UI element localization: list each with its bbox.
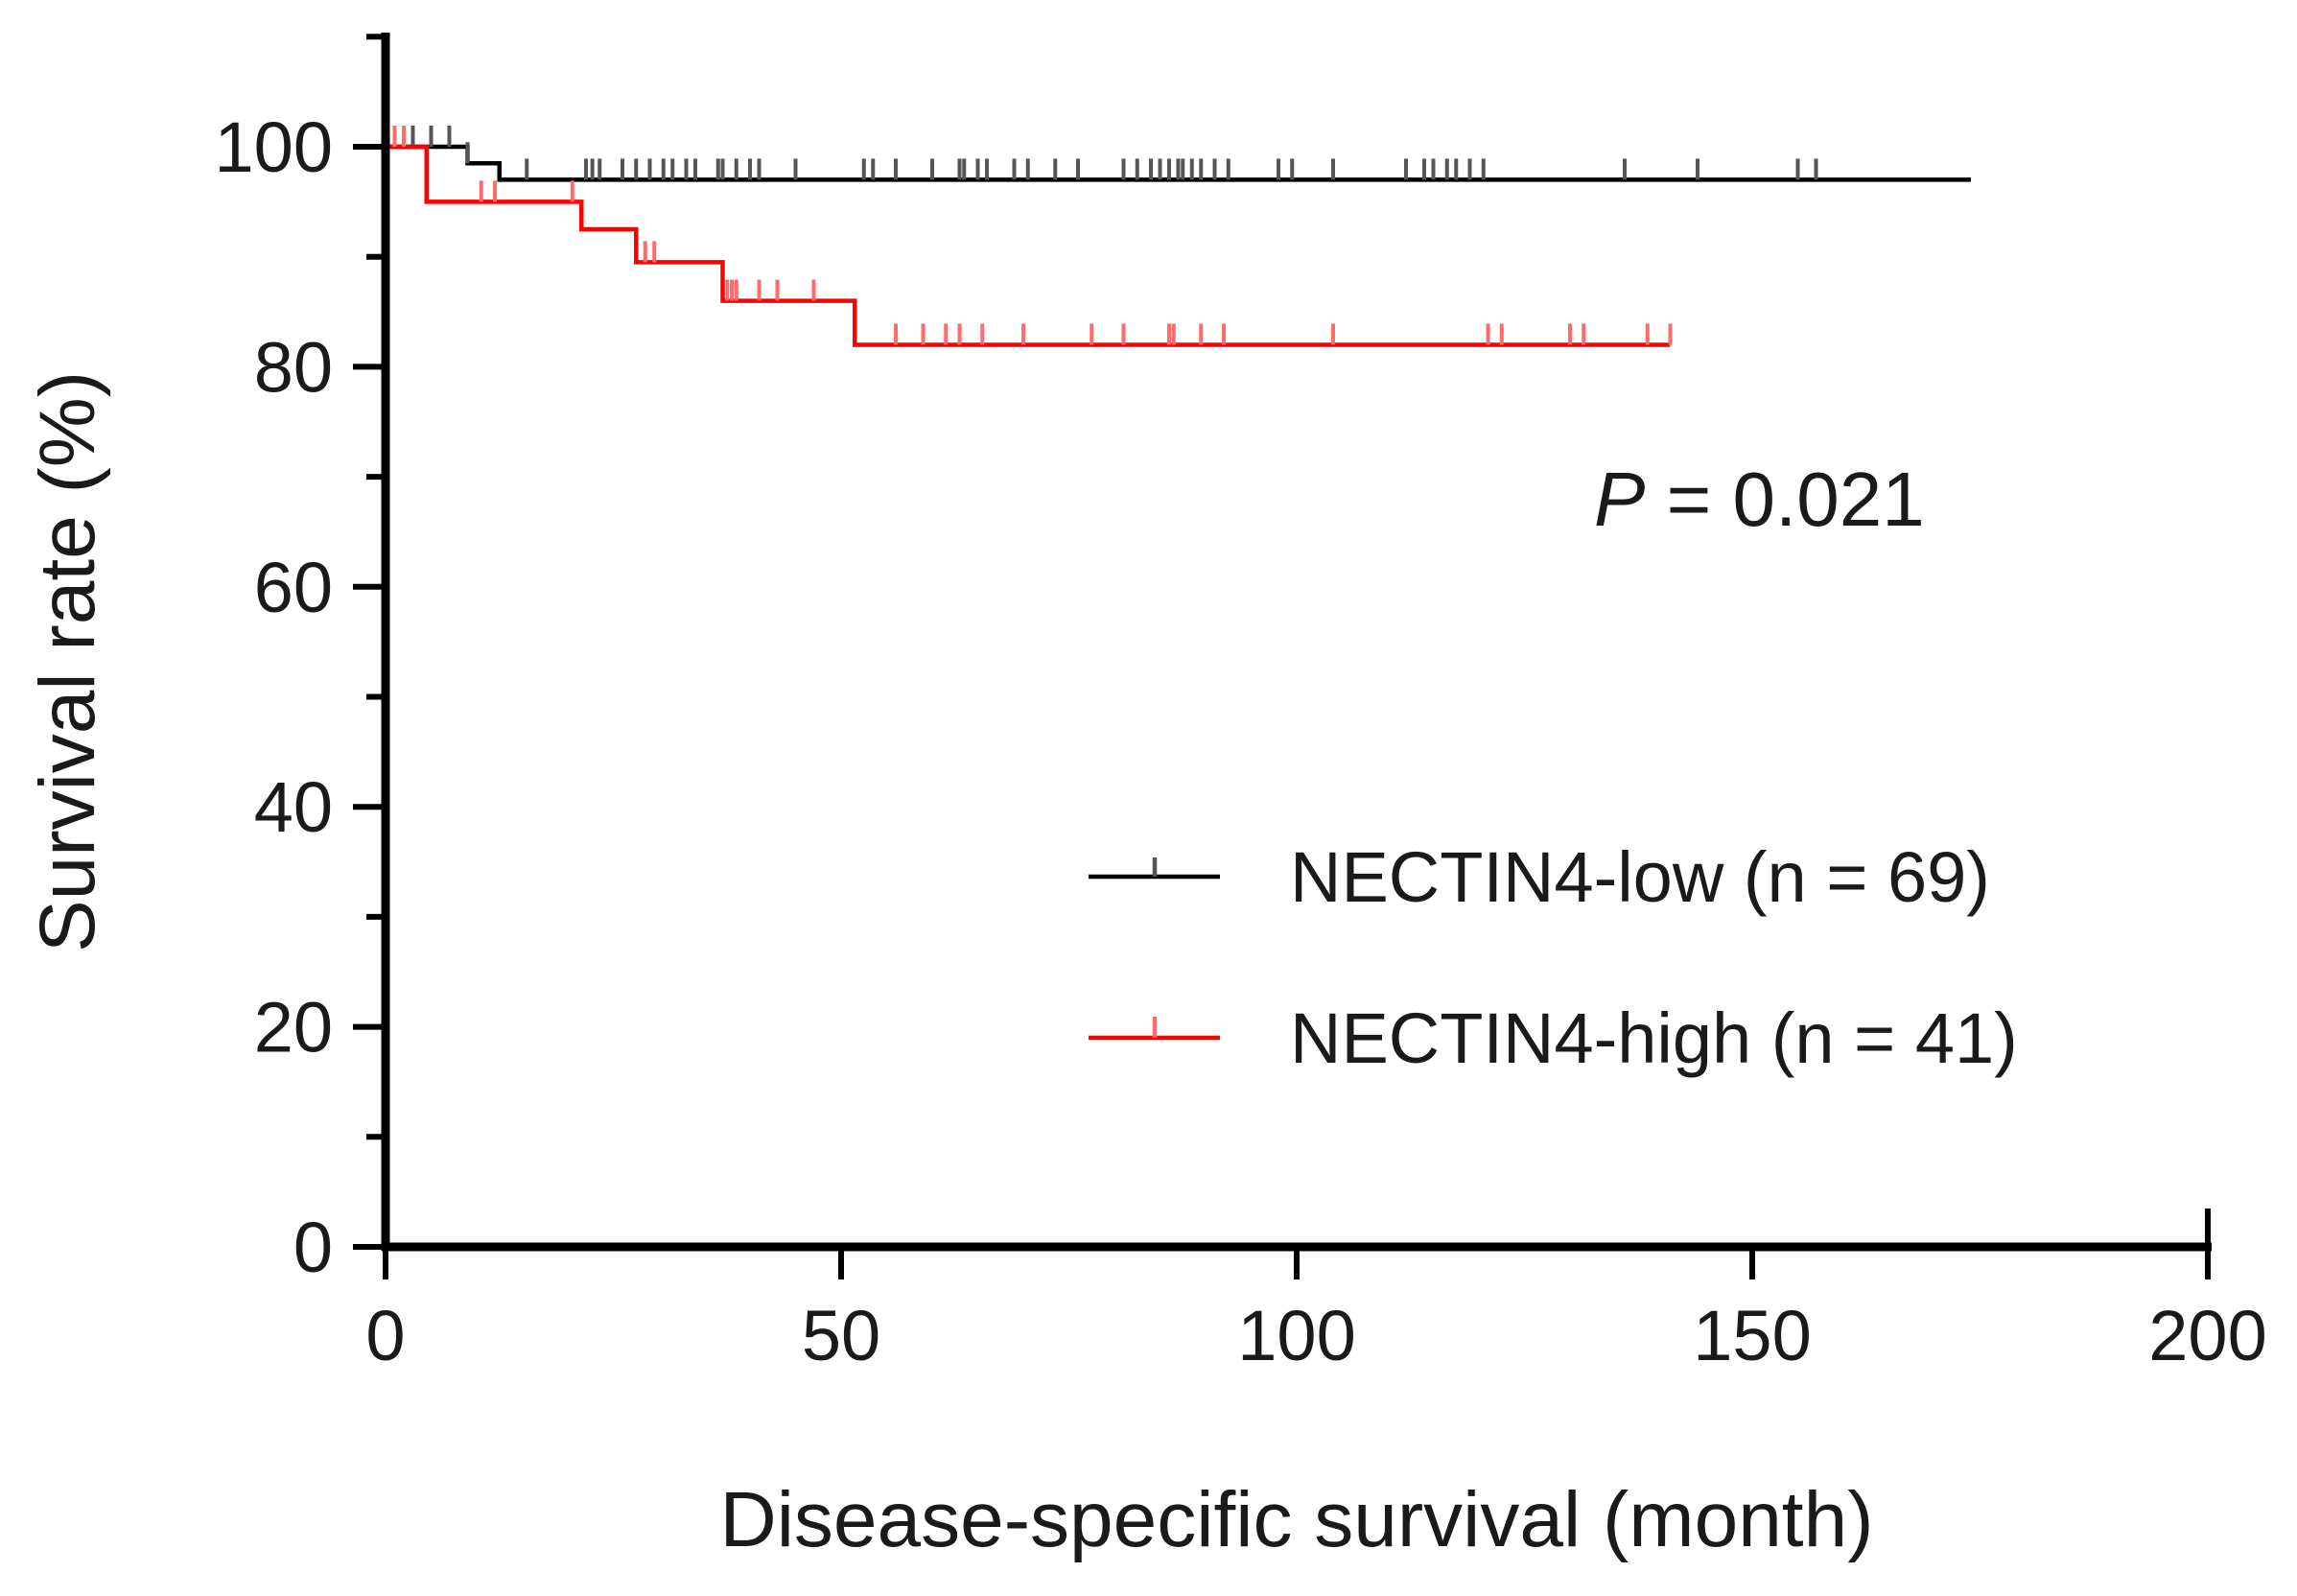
legend-label-low: NECTIN4-low (n = 69) [1290, 837, 1990, 917]
y-tick-label: 0 [293, 1208, 333, 1287]
legend: NECTIN4-low (n = 69) NECTIN4-high (n = 4… [1089, 837, 2018, 1078]
y-tick-label: 80 [254, 327, 333, 407]
x-tick-label: 50 [802, 1296, 880, 1375]
x-axis-title: Disease-specific survival (month) [719, 1476, 1873, 1563]
p-value-annotation: P = 0.021 [1594, 457, 1925, 542]
y-tick-label: 20 [254, 988, 333, 1068]
survival-curve [386, 144, 1671, 347]
y-tick-label: 60 [254, 548, 333, 627]
series-high [386, 126, 1673, 347]
p-value-text: = 0.021 [1645, 457, 1924, 542]
y-tick-label: 100 [215, 107, 333, 187]
legend-label-high: NECTIN4-high (n = 41) [1290, 998, 2018, 1078]
survival-curve [386, 144, 1971, 182]
p-value-italic-p: P [1594, 457, 1645, 542]
ticks: 0 20 40 60 80 100 0 50 100 150 200 [215, 34, 2267, 1375]
y-axis-title: Survival rate (%) [24, 371, 111, 952]
x-tick-label: 150 [1693, 1296, 1811, 1375]
y-tick-label: 40 [254, 767, 333, 847]
x-tick-label: 0 [365, 1296, 405, 1375]
x-tick-label: 100 [1237, 1296, 1355, 1375]
series-layer [386, 126, 1971, 347]
legend-item-high: NECTIN4-high (n = 41) [1089, 998, 2018, 1078]
legend-item-low: NECTIN4-low (n = 69) [1089, 837, 1990, 917]
x-tick-label: 200 [2148, 1296, 2266, 1375]
series-low [386, 126, 1971, 182]
